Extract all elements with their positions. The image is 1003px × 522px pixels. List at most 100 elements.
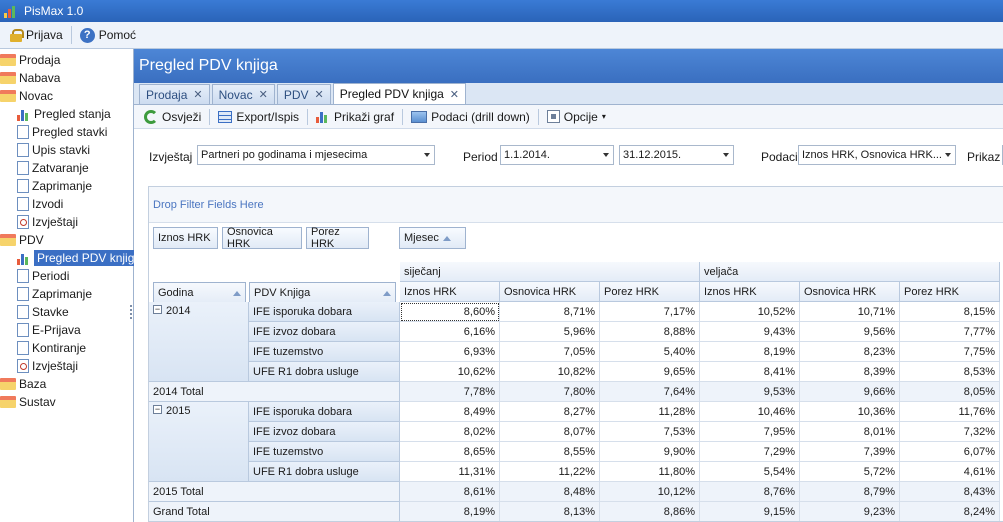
table-cell[interactable]: 5,40% [600,342,700,362]
report-select[interactable]: Partneri po godinama i mjesecima [197,145,435,165]
table-cell[interactable]: 8,65% [400,442,500,462]
measure-header[interactable]: Porez HRK [600,282,700,302]
table-cell[interactable]: 11,31% [400,462,500,482]
table-cell[interactable]: 10,46% [700,402,800,422]
table-cell[interactable]: 8,02% [400,422,500,442]
table-cell[interactable]: 7,75% [900,342,1000,362]
table-cell[interactable]: 7,05% [500,342,600,362]
sidebar-item[interactable]: Izvodi [17,195,63,213]
table-cell[interactable]: 7,95% [700,422,800,442]
sidebar-item[interactable]: Periodi [17,267,69,285]
row-field-godina[interactable]: Godina [153,282,246,304]
table-cell[interactable]: 5,96% [500,322,600,342]
sidebar-item[interactable]: Zatvaranje [17,159,89,177]
sidebar-item[interactable]: Pregled stanja [17,105,111,123]
table-cell[interactable]: 7,77% [900,322,1000,342]
table-cell[interactable]: 9,56% [800,322,900,342]
help-menu-item[interactable]: ? Pomoć [74,24,142,46]
sidebar-item[interactable]: Zaprimanje [17,285,92,303]
table-cell[interactable]: 10,71% [800,302,900,322]
table-cell[interactable]: 10,52% [700,302,800,322]
table-cell[interactable]: 8,19% [400,502,500,521]
table-cell[interactable]: 8,19% [700,342,800,362]
sidebar-item[interactable]: Baza [0,375,46,393]
sidebar-item[interactable]: Novac [0,87,53,105]
tab-pdv[interactable]: PDV ✕ [276,84,331,104]
month-header[interactable]: veljača [700,262,1000,282]
table-cell[interactable]: 8,61% [400,482,500,502]
month-header[interactable]: siječanj [400,262,700,282]
sidebar-item[interactable]: PDV [0,231,44,249]
table-cell[interactable]: 8,49% [400,402,500,422]
sidebar-item[interactable]: Stavke [17,303,69,321]
table-cell[interactable]: 11,80% [600,462,700,482]
close-icon[interactable]: ✕ [449,88,460,101]
table-cell[interactable]: 9,23% [800,502,900,521]
table-cell[interactable]: 7,32% [900,422,1000,442]
table-cell[interactable]: 8,86% [600,502,700,521]
table-cell[interactable]: 8,71% [500,302,600,322]
table-cell[interactable]: 8,55% [500,442,600,462]
table-cell[interactable]: 8,24% [900,502,1000,521]
sidebar-item[interactable]: Pregled PDV knjiga [17,249,145,267]
table-cell[interactable]: 5,54% [700,462,800,482]
drop-filter-area[interactable]: Drop Filter Fields Here [149,187,1003,223]
table-cell[interactable]: 11,22% [500,462,600,482]
measure-header[interactable]: Iznos HRK [400,282,500,302]
measure-header[interactable]: Osnovica HRK [500,282,600,302]
table-cell[interactable]: 8,01% [800,422,900,442]
refresh-button[interactable]: Osvježi [140,107,205,127]
table-cell[interactable]: 6,07% [900,442,1000,462]
drilldown-button[interactable]: Podaci (drill down) [407,107,534,127]
table-cell[interactable]: 8,88% [600,322,700,342]
measure-header[interactable]: Iznos HRK [700,282,800,302]
export-button[interactable]: Export/Ispis [214,107,303,127]
close-icon[interactable]: ✕ [314,89,324,101]
table-cell[interactable]: 8,05% [900,382,1000,402]
sidebar-item[interactable]: Izvještaji [17,357,78,375]
table-cell[interactable]: 9,15% [700,502,800,521]
measure-header[interactable]: Osnovica HRK [800,282,900,302]
sidebar-item[interactable]: Pregled stavki [17,123,107,141]
table-cell[interactable]: 10,62% [400,362,500,382]
table-cell[interactable]: 6,16% [400,322,500,342]
table-cell[interactable]: 10,82% [500,362,600,382]
table-cell[interactable]: 8,15% [900,302,1000,322]
date-from-picker[interactable]: 1.1.2014. [500,145,614,165]
table-cell[interactable]: 8,07% [500,422,600,442]
table-cell[interactable]: 7,78% [400,382,500,402]
table-cell[interactable]: 9,53% [700,382,800,402]
table-cell[interactable]: 8,60% [400,302,500,322]
table-cell[interactable]: 7,53% [600,422,700,442]
data-field-button[interactable]: Osnovica HRK [222,226,302,250]
table-cell[interactable]: 7,29% [700,442,800,462]
close-icon[interactable]: ✕ [193,89,203,101]
data-field-button[interactable]: Porez HRK [306,226,369,250]
splitter-handle[interactable] [130,305,133,319]
table-cell[interactable]: 6,93% [400,342,500,362]
data-field-button[interactable]: Iznos HRK [153,227,218,249]
table-cell[interactable]: 8,43% [900,482,1000,502]
show-chart-button[interactable]: Prikaži graf [312,107,398,127]
sidebar-item[interactable]: Kontiranje [17,339,86,357]
table-cell[interactable]: 8,41% [700,362,800,382]
tab-novac[interactable]: Novac ✕ [211,84,275,104]
table-cell[interactable]: 8,27% [500,402,600,422]
sidebar-item[interactable]: Nabava [0,69,60,87]
table-cell[interactable]: 8,48% [500,482,600,502]
table-cell[interactable]: 11,76% [900,402,1000,422]
sidebar-item[interactable]: Prodaja [0,51,60,69]
table-cell[interactable]: 10,12% [600,482,700,502]
collapse-icon[interactable]: − [153,304,162,314]
sidebar-item[interactable]: Izvještaji [17,213,78,231]
sidebar-item[interactable]: Upis stavki [17,141,90,159]
tab-pregled-pdv-knjiga[interactable]: Pregled PDV knjiga ✕ [332,83,467,104]
options-button[interactable]: Opcije ▾ [543,107,610,127]
column-field-button[interactable]: Mjesec [399,227,466,249]
table-cell[interactable]: 7,39% [800,442,900,462]
table-cell[interactable]: 8,13% [500,502,600,521]
table-cell[interactable]: 9,43% [700,322,800,342]
table-cell[interactable]: 9,65% [600,362,700,382]
table-cell[interactable]: 7,17% [600,302,700,322]
table-cell[interactable]: 8,79% [800,482,900,502]
